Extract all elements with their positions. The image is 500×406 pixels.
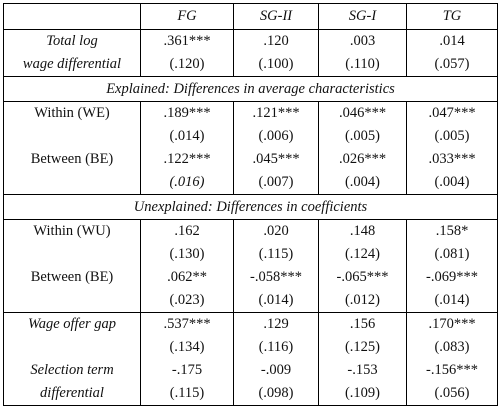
estimate: .014: [406, 29, 498, 53]
estimate: -.069***: [406, 266, 498, 289]
row-label: wage differential: [3, 53, 141, 77]
estimate-row: Within (WE) .189*** .121*** .046*** .047***: [3, 101, 498, 125]
standard-error: (.005): [318, 125, 407, 148]
row-label: [3, 125, 141, 148]
standard-error: (.115): [233, 243, 319, 266]
section-title: Unexplained: Differences in coefficients: [3, 194, 498, 220]
standard-error: (.109): [318, 382, 407, 406]
row-label: [3, 243, 141, 266]
standard-error: (.098): [233, 382, 319, 406]
standard-error: (.014): [406, 289, 498, 313]
header-row: FG SG-II SG-I TG: [3, 3, 498, 30]
row-label: Total log: [3, 29, 141, 53]
standard-error: (.004): [318, 171, 407, 195]
estimate: .045***: [233, 148, 319, 171]
results-table: FG SG-II SG-I TG Total log .361*** .120.003.01…: [3, 3, 498, 406]
standard-error: (.120): [140, 53, 234, 77]
standard-error: (.016): [140, 171, 234, 195]
estimate: -.058***: [233, 266, 319, 289]
estimate: -.153: [318, 359, 407, 382]
section-row: Explained: Differences in average charac…: [3, 76, 498, 102]
estimate: .158*: [406, 219, 498, 243]
estimate: .121***: [233, 101, 319, 125]
standard-error: (.116): [233, 336, 319, 359]
estimate: .156: [318, 312, 407, 336]
standard-error: (.083): [406, 336, 498, 359]
row-label: differential: [3, 382, 141, 406]
error-row: (.130) (.115) (.124) (.081): [3, 243, 498, 266]
estimate: .120: [233, 29, 319, 53]
standard-error: (.005): [406, 125, 498, 148]
estimate: .033***: [406, 148, 498, 171]
estimate: -.175: [140, 359, 234, 382]
standard-error: (.110): [318, 53, 407, 77]
standard-error: (.014): [140, 125, 234, 148]
estimate: .129: [233, 312, 319, 336]
standard-error: (.115): [140, 382, 234, 406]
standard-error: (.007): [233, 171, 319, 195]
estimate: .148: [318, 219, 407, 243]
estimate: .046***: [318, 101, 407, 125]
error-row: (.023) (.014) (.012) (.014): [3, 289, 498, 313]
standard-error: (.023): [140, 289, 234, 313]
standard-error: (.006): [233, 125, 319, 148]
error-row: wage differential (.120) (.100) (.110) (.057…: [3, 53, 498, 77]
error-row: (.014) (.006) (.005) (.005): [3, 125, 498, 148]
estimate: .062**: [140, 266, 234, 289]
row-label: Between (BE): [3, 266, 141, 289]
estimate: .162: [140, 219, 234, 243]
error-row: differential (.115) (.098) (.109) (.056): [3, 382, 498, 406]
estimate: .170***: [406, 312, 498, 336]
estimate: -.156***: [406, 359, 498, 382]
estimate: -.065***: [318, 266, 407, 289]
estimate: .047***: [406, 101, 498, 125]
standard-error: (.134): [140, 336, 234, 359]
estimate-row: Total log .361*** .120.003.014: [3, 29, 498, 53]
estimate-row: Between (BE) .122*** .045*** .026*** .033***: [3, 148, 498, 171]
standard-error: (.130): [140, 243, 234, 266]
row-label: [3, 336, 141, 359]
estimate: .020: [233, 219, 319, 243]
estimate-row: Within (WU) .162.020.148.158*: [3, 219, 498, 243]
column-header: SG-I: [318, 3, 407, 30]
estimate: .189***: [140, 101, 234, 125]
column-header: TG: [406, 3, 498, 30]
standard-error: (.056): [406, 382, 498, 406]
section-row: Unexplained: Differences in coefficients: [3, 194, 498, 220]
estimate: .537***: [140, 312, 234, 336]
standard-error: (.014): [233, 289, 319, 313]
row-label: Wage offer gap: [3, 312, 141, 336]
row-label: Selection term: [3, 359, 141, 382]
error-row: (.016) (.007) (.004) (.004): [3, 171, 498, 195]
standard-error: (.057): [406, 53, 498, 77]
row-label: [3, 289, 141, 313]
corner-cell: [3, 3, 141, 30]
standard-error: (.100): [233, 53, 319, 77]
estimate-row: Wage offer gap .537*** .129.156.170***: [3, 312, 498, 336]
row-label: Within (WE): [3, 101, 141, 125]
estimate: .122***: [140, 148, 234, 171]
standard-error: (.125): [318, 336, 407, 359]
estimate: .361***: [140, 29, 234, 53]
column-header: SG-II: [233, 3, 319, 30]
estimate: .026***: [318, 148, 407, 171]
section-title: Explained: Differences in average charac…: [3, 76, 498, 102]
estimate-row: Between (BE) .062** -.058*** -.065*** -.069*…: [3, 266, 498, 289]
estimate: -.009: [233, 359, 319, 382]
standard-error: (.081): [406, 243, 498, 266]
error-row: (.134) (.116) (.125) (.083): [3, 336, 498, 359]
estimate: .003: [318, 29, 407, 53]
standard-error: (.124): [318, 243, 407, 266]
column-header: FG: [140, 3, 234, 30]
row-label: Between (BE): [3, 148, 141, 171]
standard-error: (.004): [406, 171, 498, 195]
row-label: Within (WU): [3, 219, 141, 243]
row-label: [3, 171, 141, 195]
estimate-row: Selection term -.175 -.009 -.153 -.156***: [3, 359, 498, 382]
standard-error: (.012): [318, 289, 407, 313]
